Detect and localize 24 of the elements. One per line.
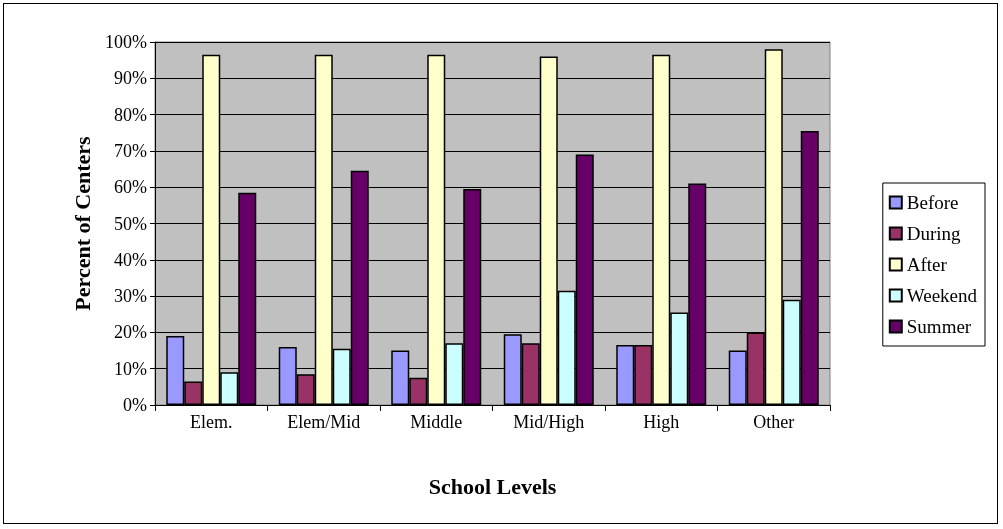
x-tick-label: Elem.	[190, 412, 233, 432]
y-tick-label: 100%	[105, 32, 147, 52]
x-tick-label: Mid/High	[513, 412, 585, 432]
legend-label: Before	[906, 192, 959, 213]
x-tick-label: Middle	[410, 412, 463, 432]
x-tick-label: Other	[753, 412, 795, 432]
legend-label: During	[906, 223, 962, 244]
y-tick-label: 70%	[114, 140, 147, 161]
y-axis-title: Percent of Centers	[69, 135, 95, 311]
y-tick-label: 60%	[114, 177, 147, 198]
y-tick-label: 20%	[114, 322, 147, 343]
y-tick-label: 0%	[123, 395, 147, 415]
x-tick-label: High	[643, 412, 680, 432]
y-tick-label: 80%	[114, 104, 147, 125]
y-tick-label: 90%	[114, 68, 147, 89]
x-tick-label: Elem/Mid	[287, 412, 361, 432]
y-tick-label: 30%	[114, 286, 147, 307]
legend-label: After	[906, 254, 948, 275]
legend-label: Summer	[906, 316, 972, 337]
y-tick-label: 10%	[114, 358, 147, 379]
x-axis-title: School Levels	[428, 473, 557, 499]
y-tick-label: 40%	[114, 249, 147, 270]
legend-label: Weekend	[906, 285, 978, 306]
y-tick-label: 50%	[114, 213, 147, 234]
